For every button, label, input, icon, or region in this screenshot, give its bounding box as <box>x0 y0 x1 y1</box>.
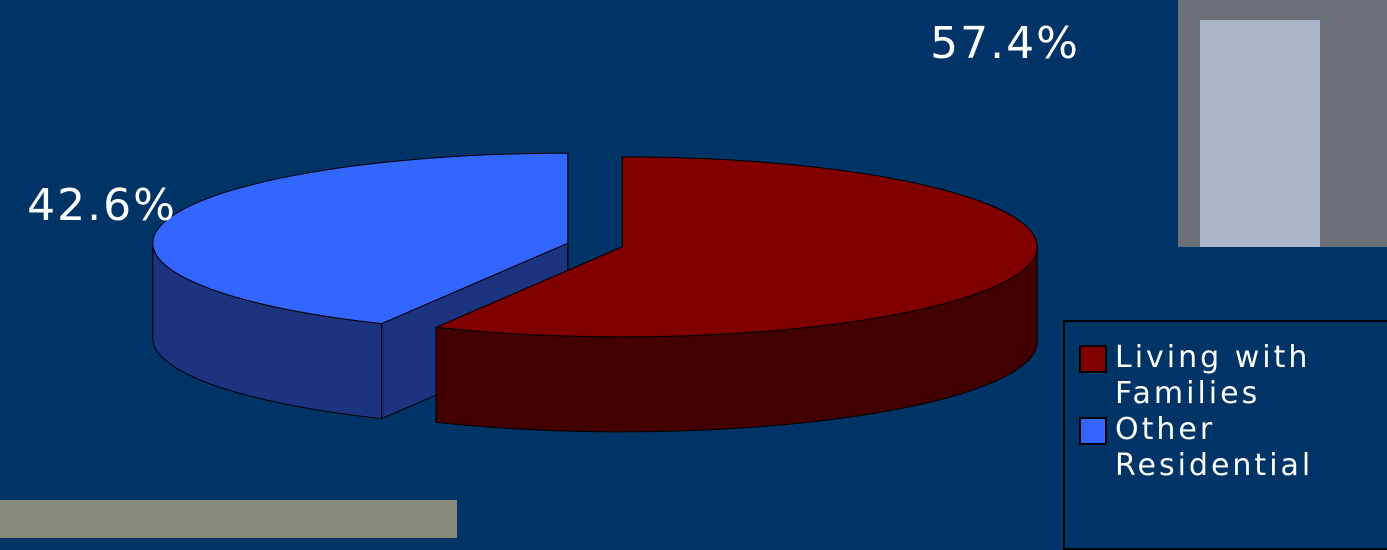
legend-item: Other Residential <box>1079 412 1387 484</box>
photo-shirt <box>1200 20 1320 247</box>
slice-top <box>434 156 1038 338</box>
legend-swatch <box>1079 345 1107 373</box>
pie-slice <box>152 152 569 420</box>
slice-top <box>152 152 569 325</box>
legend-label: Living with Families <box>1115 340 1311 411</box>
data-label: 42.6% <box>27 180 177 231</box>
legend-label: Other Residential <box>1115 412 1314 483</box>
photo-house <box>0 500 457 538</box>
pie <box>152 152 1038 433</box>
pie-slice <box>434 156 1038 433</box>
legend: Living with Families Other Residential <box>1063 320 1387 550</box>
legend-item: Living with Families <box>1079 340 1387 412</box>
chart: 57.4% 42.6% <box>0 0 1387 538</box>
legend-swatch <box>1079 417 1107 445</box>
data-label: 57.4% <box>930 18 1080 69</box>
